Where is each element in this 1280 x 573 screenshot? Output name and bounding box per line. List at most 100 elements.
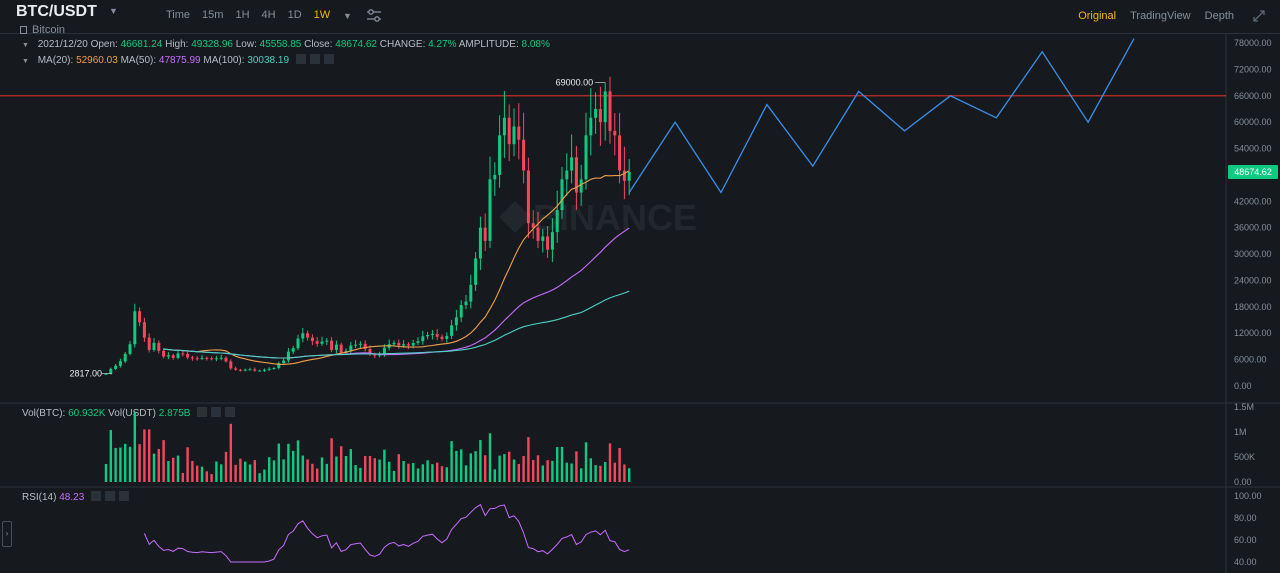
volume-bar <box>359 467 362 482</box>
volume-bar <box>104 464 108 482</box>
vol-usdt-value: 2.875B <box>158 408 191 419</box>
interval-4h[interactable]: 4H <box>261 9 276 21</box>
volume-bar <box>162 440 165 482</box>
candle-body <box>550 232 554 250</box>
volume-bar <box>176 455 180 482</box>
candle-body <box>253 369 257 371</box>
view-tradingview[interactable]: TradingView <box>1130 10 1191 22</box>
volume-bar <box>397 454 400 482</box>
candle-body <box>546 236 550 250</box>
price-chart-canvas[interactable]: BINANCE 78000.00 72000.00 66000.00 60000.00 5… <box>0 34 1280 573</box>
expand-left-panel-icon[interactable]: › <box>2 521 12 547</box>
candle-body <box>171 355 175 358</box>
candle-body <box>334 344 338 350</box>
volume-bar <box>253 460 256 482</box>
volume-bar <box>623 464 626 482</box>
volume-bar <box>522 456 525 482</box>
candle-body <box>234 368 238 370</box>
interval-15m[interactable]: 15m <box>202 9 224 21</box>
volume-bar <box>301 455 304 482</box>
close-icon[interactable] <box>119 491 130 501</box>
volume-bar <box>306 459 309 482</box>
price-axis-label: 66000.00 <box>1234 91 1272 101</box>
interval-1d[interactable]: 1D <box>287 9 302 21</box>
candle-body <box>339 344 343 353</box>
volume-bar <box>143 429 146 482</box>
indicator-settings-icon[interactable] <box>366 9 382 23</box>
candle-body <box>435 334 439 337</box>
view-original[interactable]: Original <box>1078 10 1117 22</box>
visibility-toggle-icon[interactable] <box>91 491 102 501</box>
interval-1h[interactable]: 1H <box>235 9 250 21</box>
volume-axis-label: 1.5M <box>1234 402 1254 412</box>
volume-bar <box>604 462 607 482</box>
vol-btc-label: Vol(BTC): <box>22 408 66 419</box>
pair-dropdown-icon[interactable]: ▼ <box>109 6 118 16</box>
volume-bar <box>503 454 506 482</box>
candle-body <box>224 357 228 362</box>
candle-body <box>123 353 127 362</box>
ma-legend: ▼ MA(20): 52960.03 MA(50): 47875.99 MA(1… <box>22 54 334 66</box>
volume-bar <box>157 449 160 482</box>
volume-bar <box>172 457 175 482</box>
change-label: CHANGE: <box>379 39 426 50</box>
view-depth[interactable]: Depth <box>1204 10 1234 22</box>
top-toolbar: BTC/USDT ▼ Bitcoin Time 15m 1H 4H 1D 1W … <box>0 0 1280 36</box>
ma50-line <box>163 227 630 359</box>
candle-body <box>176 353 180 358</box>
candle-body <box>344 350 348 353</box>
volume-bar <box>421 464 424 482</box>
settings-icon[interactable] <box>309 54 320 64</box>
candle-body <box>330 340 334 350</box>
candle-body <box>584 135 588 180</box>
volume-bar <box>258 473 261 482</box>
volume-bar <box>128 446 132 482</box>
volume-bar <box>234 464 237 482</box>
volume-bar <box>455 450 458 482</box>
interval-time[interactable]: Time <box>166 9 191 21</box>
candle-body <box>104 373 108 375</box>
volume-bar <box>335 456 338 482</box>
visibility-toggle-icon[interactable] <box>295 54 306 64</box>
visibility-toggle-icon[interactable] <box>197 407 208 417</box>
volume-bar <box>589 458 592 482</box>
candle-body <box>565 170 569 180</box>
candle-body <box>277 363 281 368</box>
price-axis-label: 12000.00 <box>1234 328 1272 338</box>
ma20-label: MA(20): <box>37 55 74 66</box>
interval-1w[interactable]: 1W <box>313 9 331 21</box>
candle-body <box>162 350 166 357</box>
candle-body <box>152 342 156 350</box>
candle-body <box>402 344 406 346</box>
last-price-tag <box>1228 164 1278 179</box>
more-intervals-icon[interactable]: ▼ <box>343 11 352 21</box>
candle-body <box>426 334 430 337</box>
pair-title[interactable]: BTC/USDT <box>16 3 97 20</box>
candle-body <box>181 353 185 355</box>
fullscreen-icon[interactable] <box>1252 9 1266 23</box>
candle-body <box>138 311 142 323</box>
candle-body <box>210 358 214 360</box>
candle-body <box>301 333 305 339</box>
volume-bar <box>191 460 194 482</box>
volume-bar <box>402 461 405 482</box>
collapse-icon[interactable]: ▼ <box>22 58 29 65</box>
candle-body <box>608 91 612 131</box>
close-icon[interactable] <box>323 54 334 64</box>
candle-body <box>325 340 329 342</box>
close-icon[interactable] <box>225 407 236 417</box>
volume-bar <box>412 463 415 482</box>
view-tabs: Original TradingView Depth <box>1078 10 1234 22</box>
candle-body <box>186 353 190 358</box>
open-value: 46681.24 <box>120 39 163 50</box>
volume-bar <box>416 468 420 482</box>
volume-bar <box>575 451 578 482</box>
settings-icon[interactable] <box>211 407 222 417</box>
candle-body <box>282 360 286 364</box>
settings-icon[interactable] <box>105 491 116 501</box>
candle-body <box>147 337 151 350</box>
volume-bar <box>320 457 324 482</box>
collapse-icon[interactable]: ▼ <box>22 42 29 49</box>
candle-body <box>157 342 161 351</box>
candle-body <box>474 258 478 285</box>
